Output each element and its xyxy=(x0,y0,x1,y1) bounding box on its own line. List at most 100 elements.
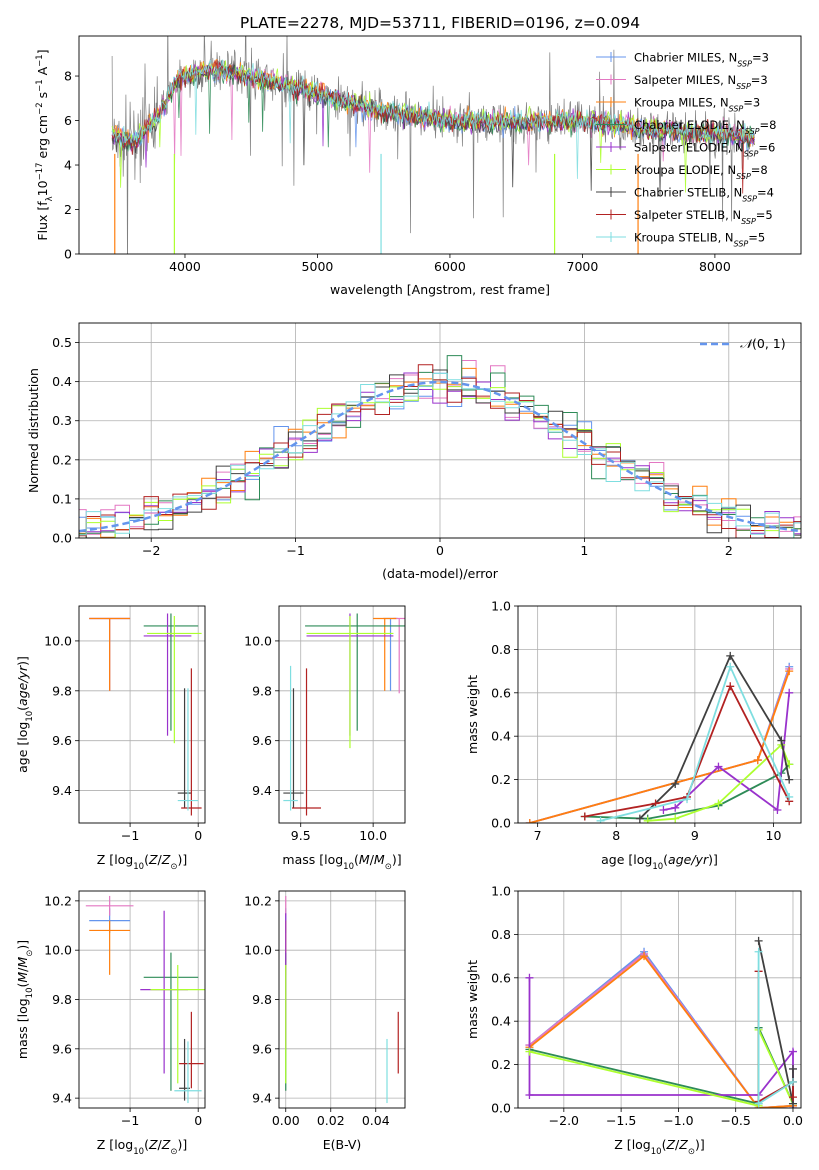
x-tick-label: −0.5 xyxy=(721,1113,751,1128)
x-tick-label: 0.04 xyxy=(362,1113,390,1128)
y-tick-label: 9.8 xyxy=(52,683,72,698)
y-tick-label: 0.4 xyxy=(52,374,72,389)
weight-point xyxy=(714,762,723,771)
x-tick-label: −2.0 xyxy=(549,1113,579,1128)
plot-area-residuals xyxy=(79,355,801,538)
weight-point xyxy=(659,805,668,814)
plot-area-mass_vs_Z xyxy=(85,895,205,1104)
weight-point xyxy=(785,792,794,801)
weight-point xyxy=(754,936,763,945)
weight-point xyxy=(671,803,680,812)
x-tick-label: 0.00 xyxy=(272,1113,300,1128)
x-axis-label: Z [log10(Z/Z⊙)] xyxy=(97,852,187,872)
y-axis-label: mass [log10(M/M⊙)] xyxy=(15,940,35,1059)
weight-point xyxy=(788,1064,797,1073)
y-tick-label: 10.0 xyxy=(244,633,272,648)
weight-point xyxy=(726,651,735,660)
y-axis-label: age [log10(age/yr)] xyxy=(15,656,35,773)
x-tick-label: 8000 xyxy=(699,259,731,274)
x-tick-label: 1 xyxy=(580,543,588,558)
y-tick-label: 0.8 xyxy=(491,642,511,657)
y-tick-label: 10.2 xyxy=(44,893,72,908)
x-axis-label: Z [log10(Z/Z⊙)] xyxy=(97,1137,187,1157)
axes-frame xyxy=(517,890,802,1109)
x-axis-label: mass [log10(M/M⊙)] xyxy=(282,852,401,872)
y-tick-label: 0.2 xyxy=(491,1057,511,1072)
weight-point xyxy=(640,952,649,961)
x-tick-label: −1.0 xyxy=(663,1113,693,1128)
plot-area-mass_vs_ebv xyxy=(285,895,399,1104)
x-axis-label: (data-model)/error xyxy=(382,566,499,581)
y-tick-label: 9.6 xyxy=(52,1041,72,1056)
y-tick-label: 10.0 xyxy=(44,943,72,958)
weight-series-6 xyxy=(757,940,794,1104)
weight-point xyxy=(525,819,534,823)
y-tick-label: 0.8 xyxy=(491,927,511,942)
y-tick-label: 10.2 xyxy=(244,893,272,908)
y-tick-label: 1.0 xyxy=(491,599,511,614)
weight-point xyxy=(726,662,735,671)
legend-label-1: Salpeter MILES, NSSP=3 xyxy=(634,73,768,91)
axes-frame xyxy=(517,605,802,824)
x-axis-label: Z [log10(Z/Z⊙)] xyxy=(614,1137,704,1157)
weight-point xyxy=(788,1093,797,1102)
reference-legend-label: 𝒩(0, 1) xyxy=(740,336,786,351)
weight-point xyxy=(785,667,794,676)
legend-label-4: Salpeter ELODIE, NSSP=6 xyxy=(634,141,775,159)
x-tick-label: 0.02 xyxy=(317,1113,345,1128)
y-tick-label: 9.4 xyxy=(52,1091,72,1106)
model-spectrum-7 xyxy=(111,59,755,194)
x-tick-label: 8 xyxy=(612,828,620,843)
weight-point xyxy=(635,814,644,823)
axes-frame xyxy=(78,605,206,824)
weight-point xyxy=(525,1047,534,1056)
y-tick-label: 0.6 xyxy=(491,685,511,700)
axes-frame xyxy=(278,890,406,1109)
x-tick-label: −1.5 xyxy=(606,1113,636,1128)
weight-point xyxy=(643,816,652,823)
y-tick-label: 0.1 xyxy=(52,491,72,506)
panel-age_vs_Z: −1 0 9.4 9.6 9.8 10.0 Z [log10(Z/Z⊙)] age [log1… xyxy=(15,605,206,872)
y-tick-label: 10.0 xyxy=(244,943,272,958)
x-tick-label: 7000 xyxy=(567,259,599,274)
axes-frame xyxy=(78,35,802,255)
y-tick-label: 9.8 xyxy=(52,992,72,1007)
legend-label-3: Chabrier ELODIE, NSSP=8 xyxy=(634,118,776,136)
y-tick-label: 0.4 xyxy=(491,1014,511,1029)
y-tick-label: 9.4 xyxy=(52,783,72,798)
legend-label-6: Chabrier STELIB, NSSP=4 xyxy=(634,186,774,204)
y-tick-label: 0.3 xyxy=(52,413,72,428)
weight-series-4 xyxy=(663,692,791,812)
y-axis-label: mass weight xyxy=(465,675,480,754)
weight-series-8 xyxy=(600,664,791,822)
x-tick-label: 5000 xyxy=(302,259,334,274)
y-tick-label: 0.0 xyxy=(491,1101,511,1116)
y-axis-label: mass weight xyxy=(465,960,480,1039)
weight-point xyxy=(525,973,534,982)
y-axis-label: Flux [fλ10−17 erg cm−2 s−1 A−1] xyxy=(35,49,55,240)
residual-hist-5 xyxy=(79,385,801,538)
panel-spectrum: 4000 5000 6000 7000 8000 0 2 4 6 8 wavelength [Ang… xyxy=(35,35,802,297)
x-tick-label: 9.5 xyxy=(291,828,311,843)
axes-frame xyxy=(278,605,406,824)
y-tick-label: 0.2 xyxy=(52,452,72,467)
y-tick-label: 9.8 xyxy=(252,683,272,698)
y-tick-label: 2 xyxy=(64,202,72,217)
weight-point xyxy=(525,1090,534,1099)
x-tick-label: 0 xyxy=(194,1113,202,1128)
plot-area-age_vs_Z xyxy=(89,613,202,816)
weight-point xyxy=(753,756,762,765)
x-tick-label: 6000 xyxy=(434,259,466,274)
x-tick-label: −1 xyxy=(121,1113,139,1128)
y-tick-label: 0.0 xyxy=(491,816,511,831)
x-axis-label: age [log10(age/yr)] xyxy=(601,852,718,872)
x-tick-label: 2 xyxy=(725,543,733,558)
plot-area-weight_vs_age xyxy=(525,651,794,823)
y-tick-label: 9.6 xyxy=(252,1041,272,1056)
panel-weight_vs_Z: −2.0 −1.5 −1.0 −0.5 0.0 0.0 0.2 0.4 0.6 0.8 1.0 mas… xyxy=(465,884,803,1158)
weight-series-4 xyxy=(528,977,794,1108)
weight-point xyxy=(788,1077,797,1086)
panel-mass_vs_Z: −1 0 9.4 9.6 9.8 10.0 10.2 Z [log10(Z/Z⊙)] mass … xyxy=(15,890,206,1157)
weight-point xyxy=(671,779,680,788)
